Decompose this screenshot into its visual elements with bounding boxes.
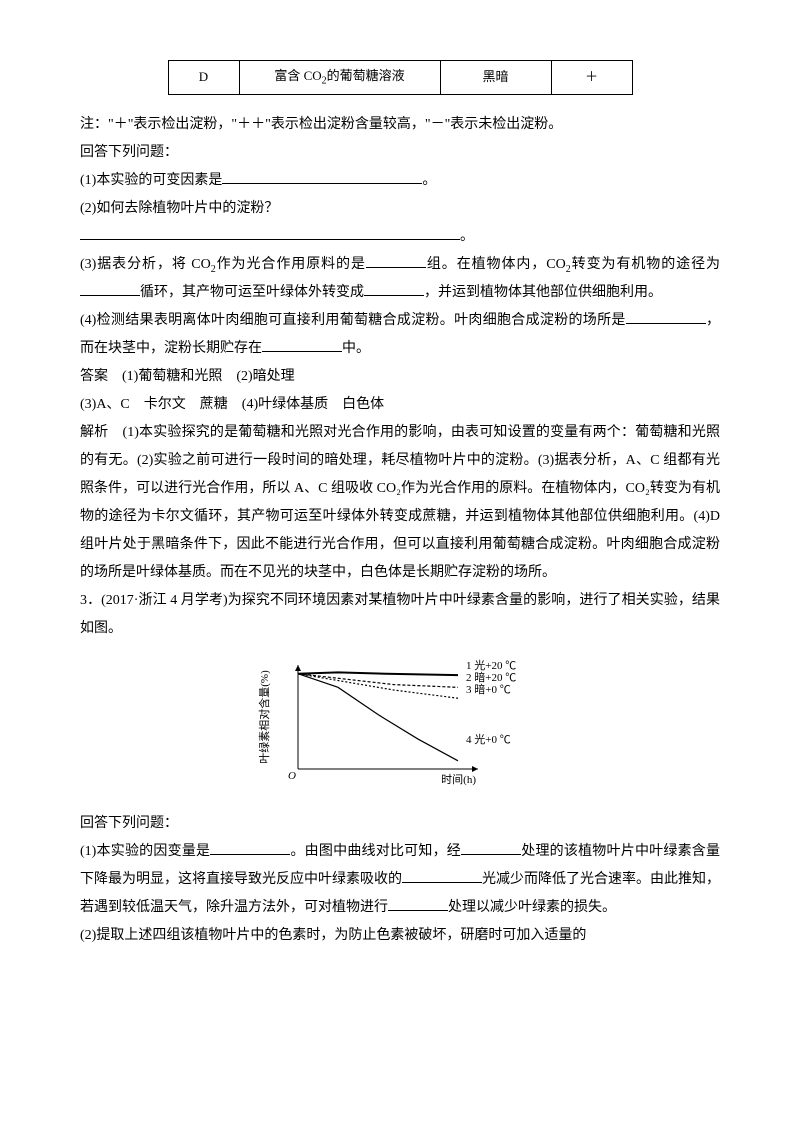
line-chart: O 叶绿素相对含量(%) 时间(h) 1 光+20 ℃2 暗+20 ℃3 暗+0 ℃ 4… [80,651,720,802]
blank [262,351,342,352]
question-4: (4)检测结果表明离体叶肉细胞可直接利用葡萄糖合成淀粉。叶肉细胞合成淀粉的场所是… [80,307,720,363]
blank [626,323,706,324]
cell-solution: 富含 CO2的葡萄糖溶液 [239,61,440,95]
answer-label: 答案 [80,369,108,384]
blank [461,854,521,855]
chart-svg: O 叶绿素相对含量(%) 时间(h) 1 光+20 ℃2 暗+20 ℃3 暗+0 ℃ 4… [250,651,550,791]
table-note: 注："＋"表示检出淀粉，"＋＋"表示检出淀粉含量较高，"－"表示未检出淀粉。 [80,111,720,139]
svg-text:叶绿素相对含量(%): 叶绿素相对含量(%) [257,670,271,764]
blank [364,295,424,296]
s2-question-1: (1)本实验的因变量是。由图中曲线对比可知，经处理的该植物叶片中叶绿素含量下降最… [80,838,720,922]
svg-text:3 暗+0 ℃: 3 暗+0 ℃ [466,682,511,696]
svg-text:4 光+0 ℃: 4 光+0 ℃ [466,732,511,746]
blank [80,295,140,296]
explanation-label: 解析 [80,425,108,440]
blank [388,910,448,911]
blank [210,854,290,855]
section2-header: 回答下列问题： [80,810,720,838]
svg-text:1 光+20 ℃: 1 光+20 ℃ [466,658,516,672]
questions-header: 回答下列问题： [80,139,720,167]
answer-line-1: 答案 (1)葡萄糖和光照 (2)暗处理 [80,363,720,391]
question-3: (3)据表分析，将 CO2作为光合作用原料的是组。在植物体内，CO2转变为有机物… [80,251,720,308]
svg-text:O: O [288,770,296,782]
s2-question-2: (2)提取上述四组该植物叶片中的色素时，为防止色素被破坏，研磨时可加入适量的 [80,922,720,950]
cell-dark: 黑暗 [440,61,551,95]
blank [402,882,482,883]
cell-plus: ＋ [551,61,632,95]
question-2: (2)如何去除植物叶片中的淀粉？ [80,195,720,223]
explanation: 解析 (1)本实验探究的是葡萄糖和光照对光合作用的影响，由表可知设置的变量有两个… [80,419,720,587]
blank [80,239,460,240]
problem-3-header: 3．(2017·浙江 4 月学考)为探究不同环境因素对某植物叶片中叶绿素含量的影… [80,587,720,643]
svg-text:2 暗+20 ℃: 2 暗+20 ℃ [466,670,516,684]
data-table: D 富含 CO2的葡萄糖溶液 黑暗 ＋ [168,60,633,95]
answer-line-2: (3)A、C 卡尔文 蔗糖 (4)叶绿体基质 白色体 [80,391,720,419]
table-row: D 富含 CO2的葡萄糖溶液 黑暗 ＋ [168,61,632,95]
blank [366,267,426,268]
question-1: (1)本实验的可变因素是。 [80,167,720,195]
svg-text:时间(h): 时间(h) [441,773,476,786]
question-2-blank: 。 [80,223,720,251]
cell-d: D [168,61,239,95]
blank [222,183,422,184]
